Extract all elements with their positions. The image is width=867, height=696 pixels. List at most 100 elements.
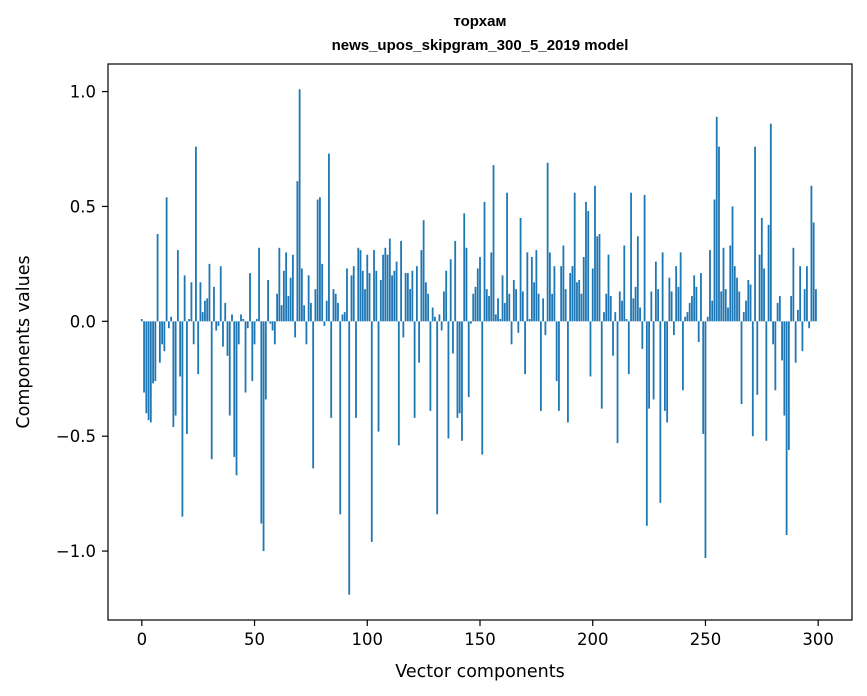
bar-13 (170, 316, 173, 322)
bar-223 (643, 194, 646, 322)
bar-279 (769, 123, 772, 322)
bar-186 (560, 266, 563, 322)
bar-143 (463, 213, 466, 322)
bar-27 (201, 312, 204, 322)
bar-43 (237, 321, 240, 345)
bar-74 (307, 275, 310, 322)
bar-190 (569, 273, 572, 322)
bar-6 (154, 321, 157, 382)
bar-39 (228, 321, 231, 416)
bar-83 (328, 153, 330, 322)
bar-247 (697, 321, 700, 342)
bar-265 (738, 291, 741, 322)
bar-4 (149, 321, 152, 423)
bar-237 (675, 266, 678, 322)
bar-118 (406, 273, 409, 322)
bar-205 (603, 312, 605, 322)
bar-208 (609, 296, 612, 322)
bar-149 (476, 268, 479, 322)
bar-46 (244, 321, 247, 393)
bar-24 (195, 146, 197, 322)
bar-112 (393, 270, 396, 322)
bar-77 (314, 289, 317, 322)
bar-58 (271, 321, 274, 331)
bar-21 (188, 319, 191, 322)
bar-296 (808, 321, 811, 329)
bar-163 (508, 293, 511, 322)
bar-141 (458, 321, 461, 414)
bar-40 (231, 314, 233, 322)
bar-220 (636, 236, 639, 322)
bar-233 (666, 321, 669, 423)
bar-230 (659, 321, 662, 503)
bar-210 (614, 312, 617, 322)
bar-150 (479, 256, 481, 322)
bar-137 (449, 259, 452, 322)
bar-121 (413, 321, 416, 418)
bar-209 (612, 321, 614, 356)
bar-51 (255, 319, 258, 322)
bar-78 (316, 199, 319, 322)
bar-111 (391, 275, 393, 322)
bar-14 (172, 321, 175, 428)
bar-226 (650, 291, 653, 322)
bar-71 (300, 268, 303, 322)
bar-35 (219, 266, 222, 322)
bar-232 (663, 321, 666, 411)
bar-63 (282, 270, 285, 322)
bar-287 (787, 321, 790, 450)
bar-49 (251, 321, 254, 382)
bar-178 (542, 298, 545, 322)
bar-264 (736, 277, 738, 322)
bar-82 (325, 300, 328, 322)
bar-33 (215, 321, 218, 331)
bar-256 (718, 146, 720, 322)
bar-273 (756, 321, 759, 395)
bar-75 (310, 302, 312, 322)
bar-138 (452, 321, 454, 354)
bar-115 (400, 240, 402, 322)
bar-179 (544, 321, 547, 336)
bar-166 (515, 289, 517, 322)
bar-110 (388, 238, 391, 322)
bar-135 (445, 270, 448, 322)
bar-272 (754, 146, 756, 322)
bar-275 (760, 217, 763, 322)
bar-157 (494, 314, 497, 322)
bar-197 (585, 201, 587, 322)
bar-19 (183, 275, 186, 322)
bar-23 (192, 321, 195, 345)
bar-172 (528, 319, 531, 322)
bar-98 (361, 270, 364, 322)
bar-55 (264, 321, 267, 400)
bar-155 (490, 252, 493, 322)
bar-122 (415, 266, 418, 322)
bar-241 (684, 316, 687, 322)
bar-134 (443, 291, 445, 322)
bar-136 (447, 321, 450, 439)
y-tick-label: 0.0 (70, 312, 96, 331)
bar-231 (661, 252, 664, 322)
bar-294 (803, 289, 806, 322)
bar-227 (652, 321, 655, 400)
bar-174 (533, 282, 536, 322)
bar-271 (751, 321, 754, 437)
bar-202 (596, 236, 599, 322)
bar-167 (517, 321, 520, 333)
bar-213 (621, 300, 623, 322)
bar-37 (224, 302, 227, 322)
bar-259 (724, 289, 727, 322)
bar-108 (384, 247, 387, 322)
bar-235 (670, 291, 673, 322)
bar-102 (370, 321, 373, 542)
bar-41 (233, 321, 236, 457)
bar-194 (578, 279, 581, 322)
bar-270 (749, 284, 752, 322)
bar-18 (181, 321, 184, 517)
bar-160 (501, 275, 504, 322)
bar-203 (598, 234, 601, 322)
bar-70 (298, 89, 301, 322)
bar-38 (226, 321, 229, 356)
bar-132 (438, 314, 441, 322)
